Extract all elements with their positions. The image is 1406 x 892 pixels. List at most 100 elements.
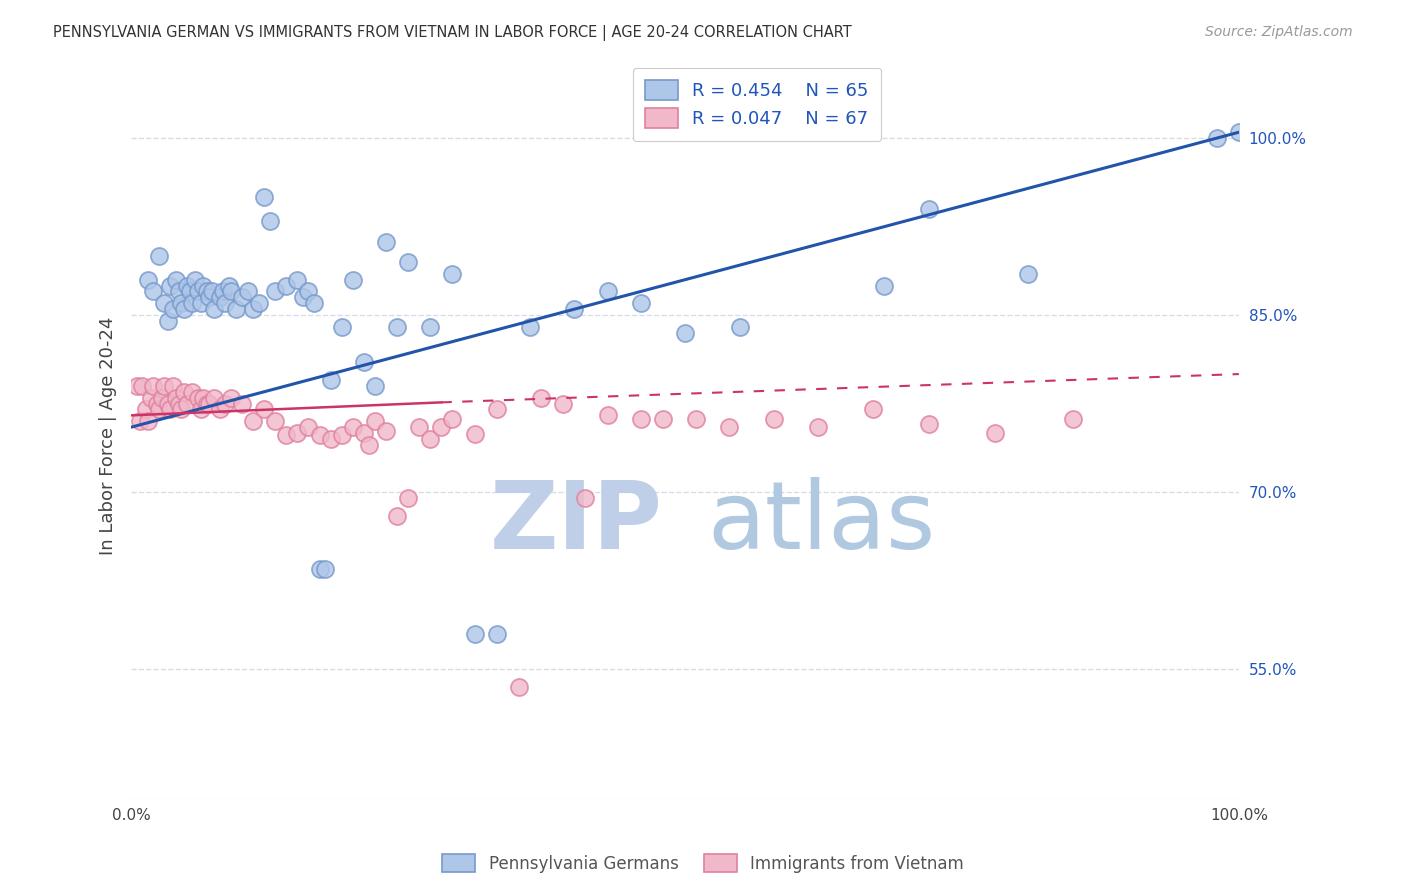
Point — [319, 373, 342, 387]
Point — [197, 396, 219, 410]
Point — [652, 412, 675, 426]
Point — [208, 290, 231, 304]
Point — [225, 302, 247, 317]
Point — [342, 420, 364, 434]
Point — [190, 296, 212, 310]
Point — [319, 432, 342, 446]
Point — [187, 391, 209, 405]
Point — [179, 285, 201, 299]
Point — [630, 296, 652, 310]
Point — [136, 414, 159, 428]
Point — [385, 319, 408, 334]
Point — [141, 391, 163, 405]
Point — [519, 319, 541, 334]
Point — [353, 425, 375, 440]
Point — [162, 302, 184, 317]
Point — [214, 396, 236, 410]
Point — [136, 273, 159, 287]
Point — [195, 396, 218, 410]
Point — [153, 296, 176, 310]
Point — [762, 412, 785, 426]
Point — [396, 255, 419, 269]
Y-axis label: In Labor Force | Age 20-24: In Labor Force | Age 20-24 — [100, 317, 117, 555]
Point — [553, 396, 575, 410]
Point — [419, 319, 441, 334]
Point — [1017, 267, 1039, 281]
Point — [150, 391, 173, 405]
Point — [574, 491, 596, 505]
Point — [148, 402, 170, 417]
Point — [562, 302, 585, 317]
Point — [302, 296, 325, 310]
Point — [330, 319, 353, 334]
Point — [508, 680, 530, 694]
Point — [181, 296, 204, 310]
Point — [918, 202, 941, 216]
Point — [165, 273, 187, 287]
Point — [170, 296, 193, 310]
Text: PENNSYLVANIA GERMAN VS IMMIGRANTS FROM VIETNAM IN LABOR FORCE | AGE 20-24 CORREL: PENNSYLVANIA GERMAN VS IMMIGRANTS FROM V… — [53, 25, 852, 41]
Point — [129, 414, 152, 428]
Point — [984, 425, 1007, 440]
Point — [181, 384, 204, 399]
Point — [396, 491, 419, 505]
Point — [485, 402, 508, 417]
Point — [236, 285, 259, 299]
Point — [231, 396, 253, 410]
Point — [364, 414, 387, 428]
Point — [165, 391, 187, 405]
Point — [408, 420, 430, 434]
Point — [253, 190, 276, 204]
Point — [159, 278, 181, 293]
Point — [153, 379, 176, 393]
Point — [184, 273, 207, 287]
Point — [242, 414, 264, 428]
Point — [807, 420, 830, 434]
Point — [596, 285, 619, 299]
Point — [131, 379, 153, 393]
Point — [142, 285, 165, 299]
Point — [135, 402, 157, 417]
Point — [156, 396, 179, 410]
Point — [873, 278, 896, 293]
Point — [159, 402, 181, 417]
Point — [297, 285, 319, 299]
Text: Source: ZipAtlas.com: Source: ZipAtlas.com — [1205, 25, 1353, 39]
Text: atlas: atlas — [707, 477, 935, 569]
Point — [212, 285, 235, 299]
Point — [419, 432, 441, 446]
Point — [201, 285, 224, 299]
Point — [359, 438, 381, 452]
Point — [193, 391, 215, 405]
Point — [364, 379, 387, 393]
Point — [630, 412, 652, 426]
Point — [385, 508, 408, 523]
Point — [259, 213, 281, 227]
Point — [253, 402, 276, 417]
Point — [125, 379, 148, 393]
Point — [730, 319, 752, 334]
Point — [264, 285, 287, 299]
Point — [242, 302, 264, 317]
Point — [1062, 412, 1084, 426]
Point — [862, 402, 884, 417]
Point — [202, 302, 225, 317]
Point — [430, 420, 453, 434]
Point — [441, 267, 464, 281]
Point — [148, 249, 170, 263]
Point — [673, 326, 696, 340]
Text: ZIP: ZIP — [491, 477, 664, 569]
Point — [297, 420, 319, 434]
Point — [197, 290, 219, 304]
Point — [173, 384, 195, 399]
Point — [208, 402, 231, 417]
Point — [176, 278, 198, 293]
Point — [918, 417, 941, 431]
Point — [219, 285, 242, 299]
Point — [718, 420, 741, 434]
Point — [530, 391, 553, 405]
Point — [596, 409, 619, 423]
Point — [330, 428, 353, 442]
Point — [375, 235, 398, 249]
Point — [176, 396, 198, 410]
